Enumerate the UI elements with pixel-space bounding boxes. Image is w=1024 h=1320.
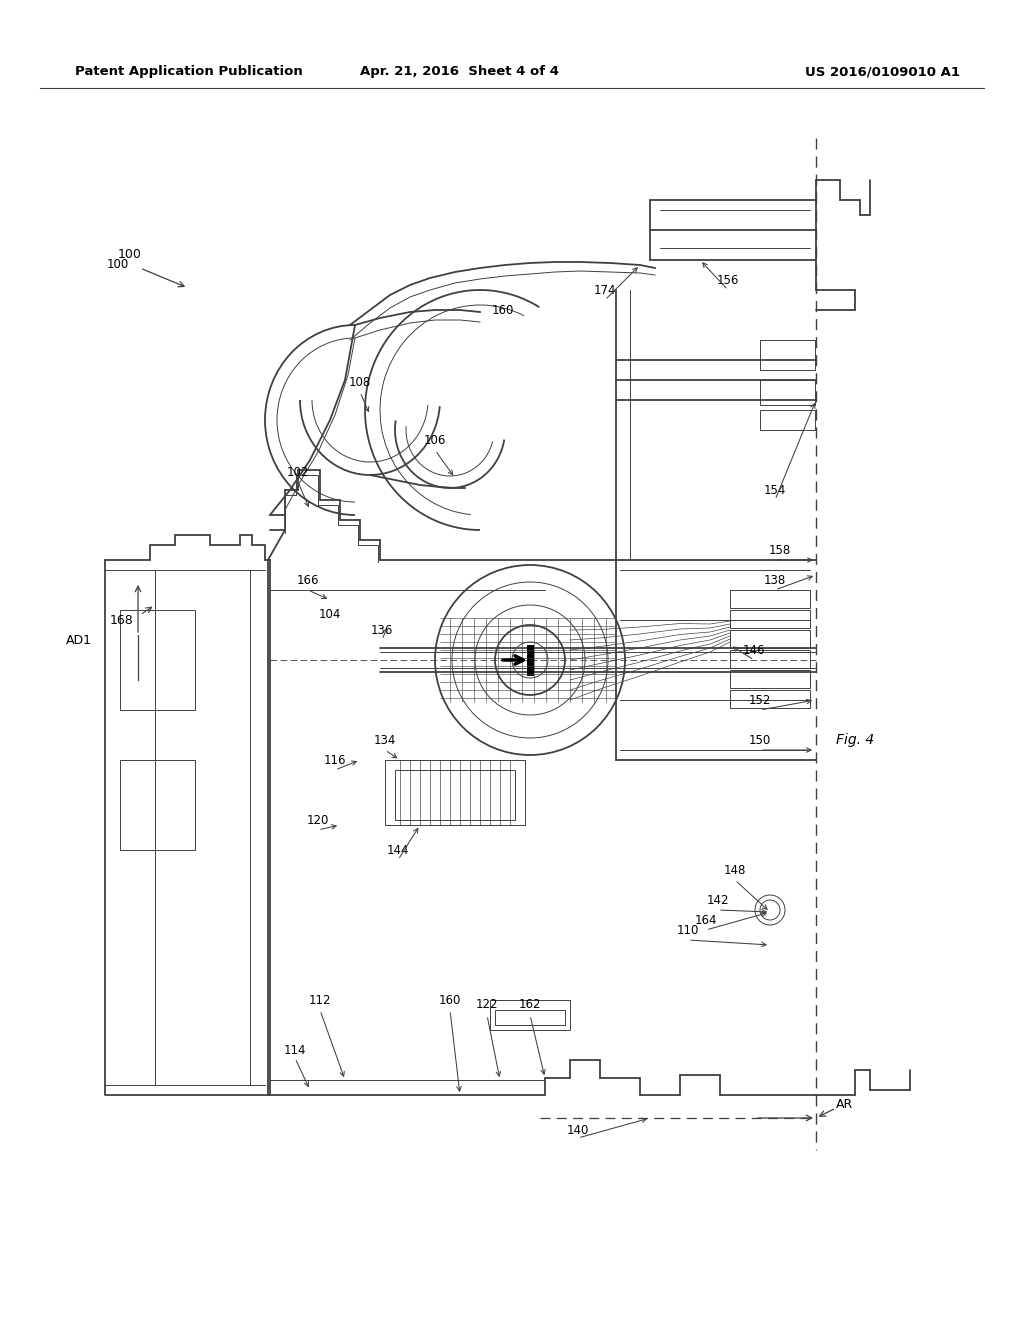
Text: Patent Application Publication: Patent Application Publication <box>75 66 303 78</box>
Bar <box>730 690 810 708</box>
Text: 114: 114 <box>284 1044 306 1056</box>
Text: 164: 164 <box>694 913 717 927</box>
Text: 160: 160 <box>439 994 461 1006</box>
Text: 154: 154 <box>764 483 786 496</box>
Text: 150: 150 <box>749 734 771 747</box>
Text: 120: 120 <box>307 813 329 826</box>
Text: 162: 162 <box>519 998 542 1011</box>
Text: 104: 104 <box>318 609 341 622</box>
Text: 112: 112 <box>309 994 331 1006</box>
Bar <box>730 630 810 648</box>
Text: 100: 100 <box>118 248 142 261</box>
Text: 146: 146 <box>742 644 765 656</box>
Text: 174: 174 <box>594 284 616 297</box>
Bar <box>490 1001 570 1030</box>
Text: 108: 108 <box>349 375 371 388</box>
Text: AD1: AD1 <box>66 634 92 647</box>
Text: 168: 168 <box>110 614 134 627</box>
Text: 140: 140 <box>567 1123 589 1137</box>
Bar <box>120 760 195 850</box>
Bar <box>730 590 810 609</box>
Text: 166: 166 <box>297 573 319 586</box>
Text: AR: AR <box>836 1098 853 1111</box>
Bar <box>730 610 810 628</box>
Text: 102: 102 <box>287 466 309 479</box>
Text: 122: 122 <box>476 998 499 1011</box>
Text: 156: 156 <box>717 273 739 286</box>
Bar <box>495 1010 565 1026</box>
Text: 148: 148 <box>724 863 746 876</box>
Text: 144: 144 <box>387 843 410 857</box>
Text: 110: 110 <box>677 924 699 936</box>
Text: 134: 134 <box>374 734 396 747</box>
Bar <box>760 341 815 370</box>
Text: 160: 160 <box>492 304 514 317</box>
Bar <box>730 671 810 688</box>
Text: 138: 138 <box>764 573 786 586</box>
Text: 100: 100 <box>106 259 129 272</box>
Bar <box>385 760 525 825</box>
Bar <box>730 649 810 668</box>
Text: 116: 116 <box>324 754 346 767</box>
Text: 142: 142 <box>707 894 729 907</box>
Text: Apr. 21, 2016  Sheet 4 of 4: Apr. 21, 2016 Sheet 4 of 4 <box>360 66 559 78</box>
Text: 106: 106 <box>424 433 446 446</box>
Text: Fig. 4: Fig. 4 <box>836 733 874 747</box>
Text: 158: 158 <box>769 544 792 557</box>
Text: US 2016/0109010 A1: US 2016/0109010 A1 <box>805 66 961 78</box>
Bar <box>760 411 815 430</box>
Text: 152: 152 <box>749 693 771 706</box>
Text: 136: 136 <box>371 623 393 636</box>
Bar <box>760 380 815 405</box>
Bar <box>120 610 195 710</box>
Bar <box>395 770 515 820</box>
